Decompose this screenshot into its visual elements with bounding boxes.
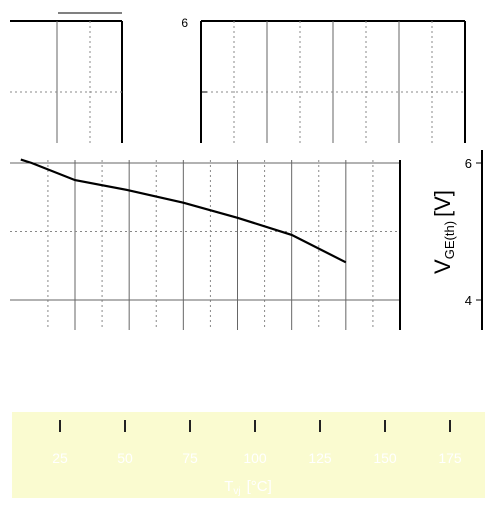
x-tick-label: 175: [438, 450, 462, 466]
x-tick-label: 100: [243, 450, 267, 466]
x-tick-label: 125: [308, 450, 332, 466]
x-axis-label-sub: vj: [233, 486, 240, 497]
top-left-panel: [10, 12, 123, 143]
main-x-ticks: 25 50 75 100 125 150 175: [52, 420, 462, 466]
y-axis-label-sub: GE(th): [442, 221, 457, 259]
x-tick-label: 150: [373, 450, 397, 466]
main-y-ticks: 46: [465, 156, 482, 308]
x-tick-label: 75: [182, 450, 198, 466]
x-tick-label: 50: [117, 450, 133, 466]
y-axis-label-unit: [V]: [430, 190, 455, 217]
y-tick-label: 4: [465, 293, 472, 308]
main-grid: [10, 160, 400, 330]
y-axis-label-symbol: V: [430, 259, 455, 274]
main-plot-panel: 46 25 50 75 100 125 150 175: [10, 150, 483, 466]
vge-th-curve: [20, 158, 347, 264]
x-axis-label-symbol: T: [224, 478, 233, 495]
tr-ytick-label-6: 6: [181, 16, 188, 30]
y-axis-label: VGE(th) [V]: [430, 190, 457, 274]
x-axis-label: Tvj [°C]: [224, 478, 272, 497]
top-right-panel: 6: [181, 16, 466, 143]
x-tick-label: 25: [52, 450, 68, 466]
highlight-band: [12, 412, 485, 498]
main-series: [20, 158, 347, 264]
x-axis-label-unit: [°C]: [247, 478, 272, 495]
y-tick-label: 6: [465, 156, 472, 171]
